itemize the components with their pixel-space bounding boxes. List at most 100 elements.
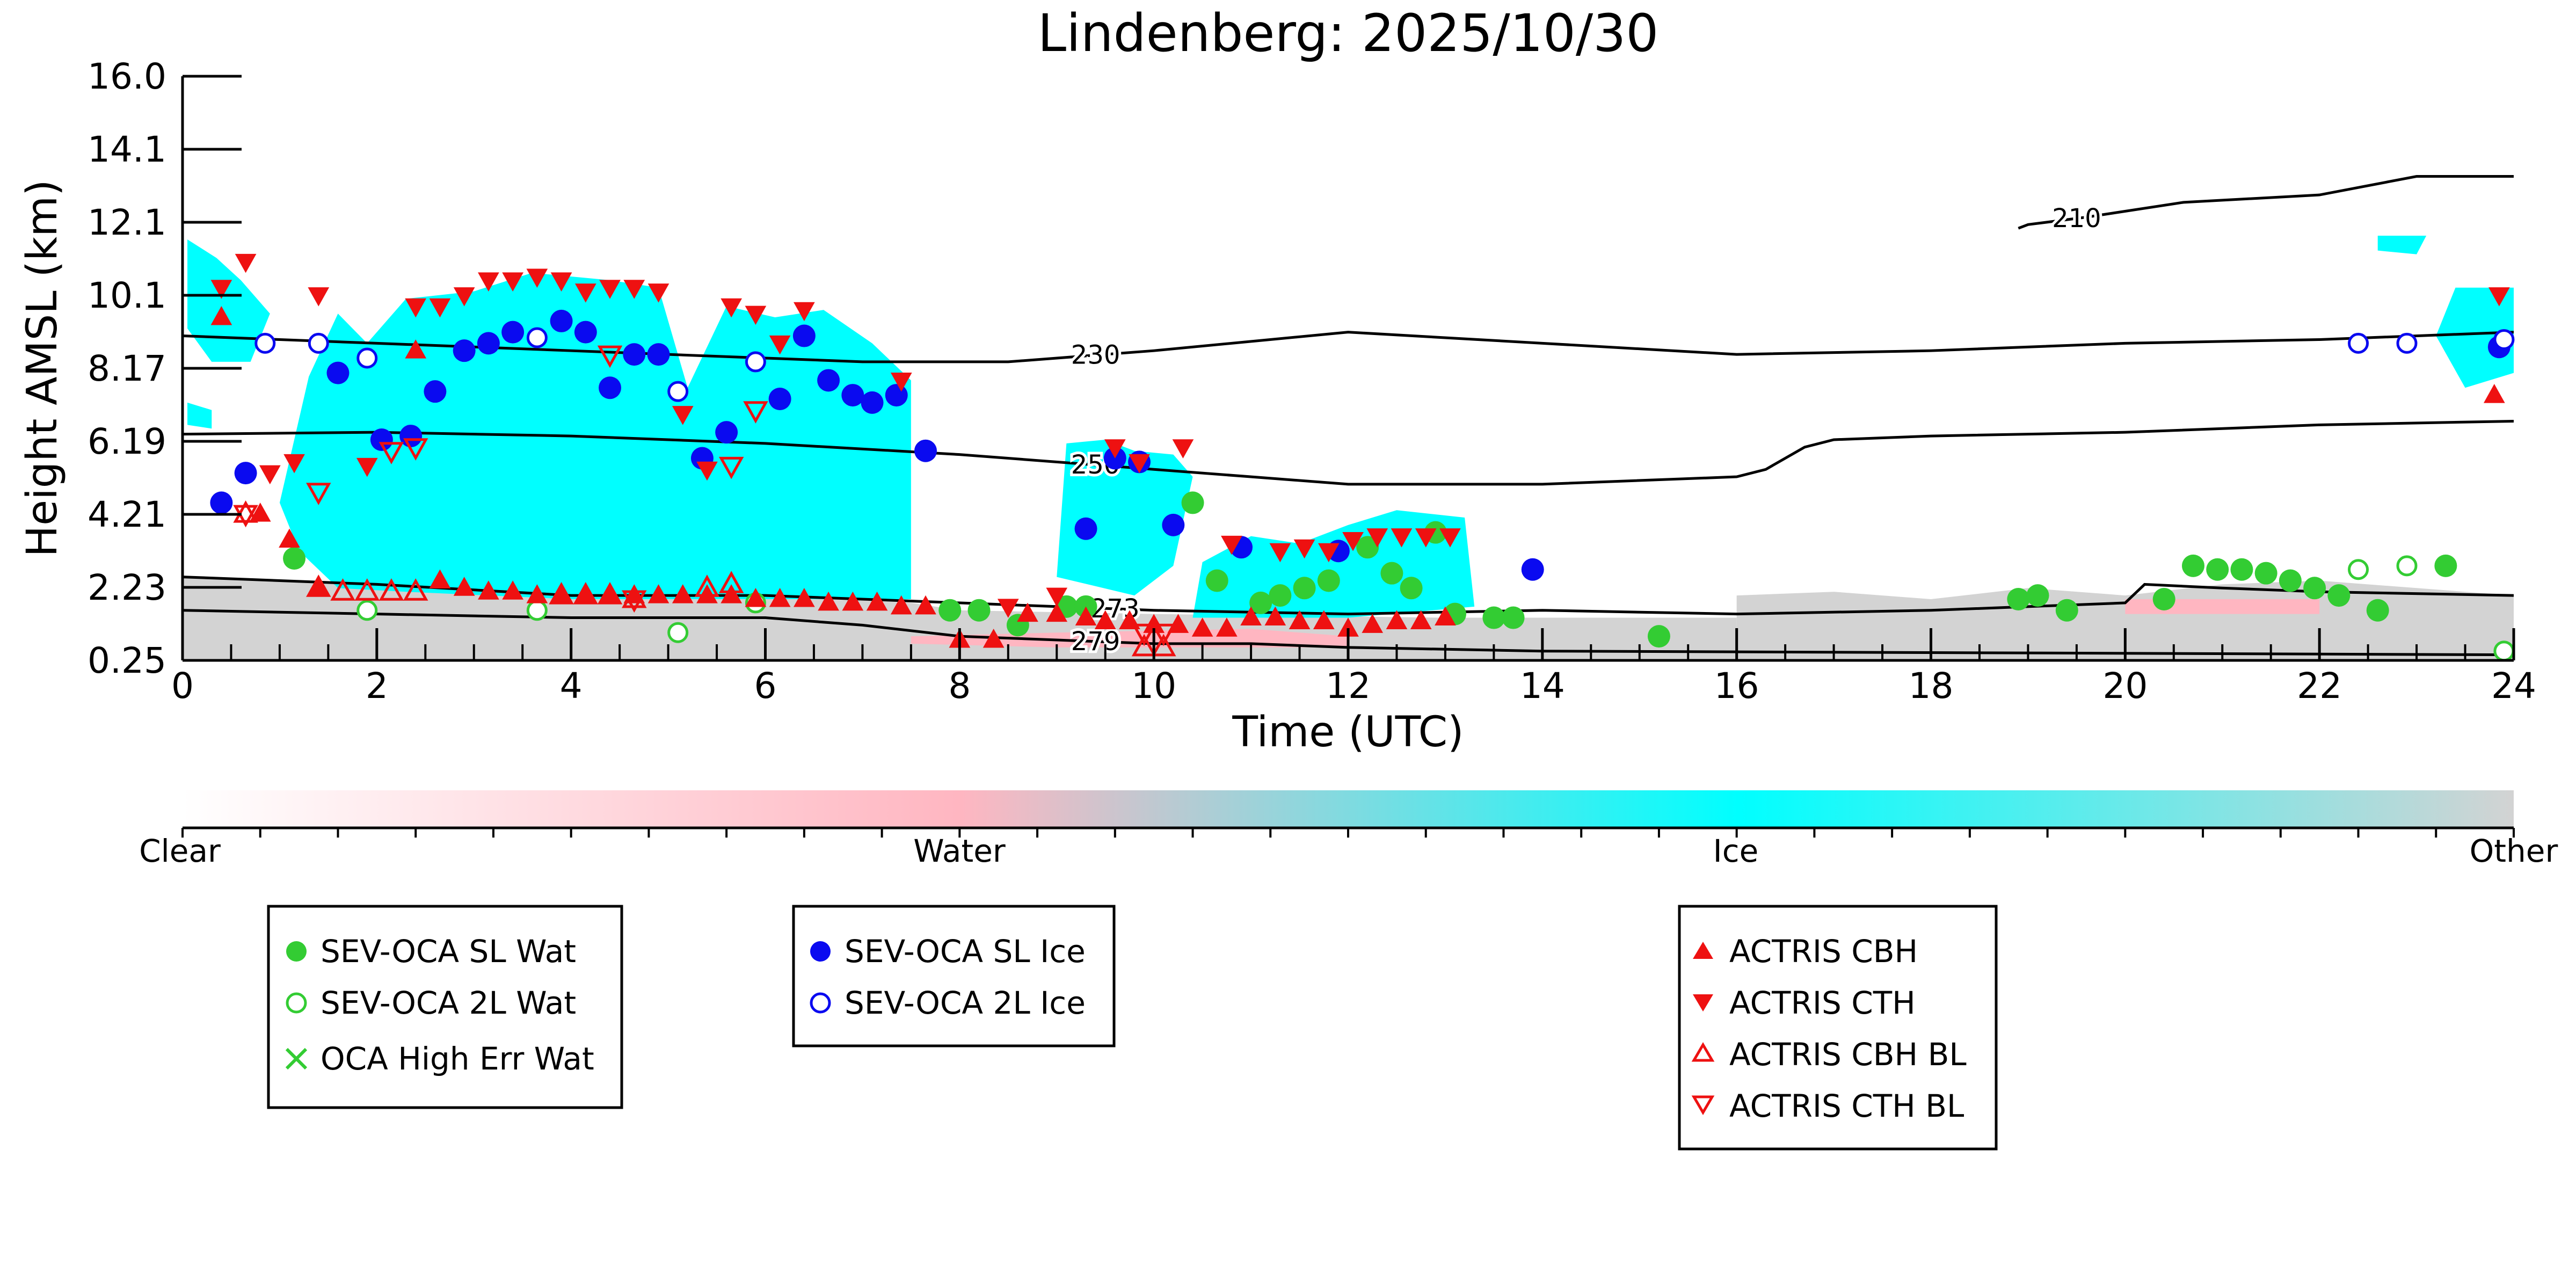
x-axis-label: Time (UTC): [1232, 708, 1464, 756]
y-tick-label: 10.1: [88, 275, 166, 316]
marker-actris-cbh: [1386, 610, 1408, 629]
x-tick-label: 20: [2102, 665, 2148, 707]
axes: 0 2 4 6 8 10 12 14 16 18 20 22 24 0.252.234.216.198.…: [88, 56, 2536, 707]
legend-marker-cbh: [1693, 942, 1713, 959]
marker-actris-cbh: [1094, 610, 1116, 629]
marker-actris-cbh: [210, 305, 232, 325]
colorbar: Clear Water Ice Other: [139, 790, 2558, 869]
x-tick-label: 16: [1714, 665, 1759, 707]
marker-actris-cth: [210, 280, 232, 299]
marker-actris-cth: [1129, 454, 1150, 474]
marker-actris-cth: [429, 298, 451, 318]
marker-sev-oca-sl-wat: [1502, 606, 1525, 629]
legend-label: ACTRIS CBH BL: [1729, 1036, 1967, 1073]
marker-actris-cbh: [405, 339, 427, 359]
marker-actris-cbh: [1362, 614, 1384, 633]
marker-actris-cth: [647, 283, 670, 303]
marker-actris-cbh: [983, 628, 1005, 648]
x-tick-label: 6: [754, 665, 777, 707]
marker-sev-oca-2l-ice: [745, 351, 766, 373]
marker-sev-oca-sl-ice: [599, 376, 622, 399]
marker-actris-cth: [794, 302, 815, 322]
marker-sev-oca-sl-wat: [1269, 584, 1292, 607]
marker-sev-oca-2l-wat: [356, 600, 378, 621]
marker-actris-cbh: [890, 595, 912, 615]
marker-sev-oca-2l-ice: [2396, 332, 2418, 354]
contour-label: 230: [1071, 340, 1120, 370]
marker-actris-cth: [1318, 543, 1340, 563]
marker-sev-oca-sl-ice: [550, 309, 573, 332]
marker-actris-cth-bl: [621, 590, 647, 613]
marker-actris-cbh: [2483, 384, 2505, 403]
marker-actris-cth: [721, 298, 743, 318]
marker-sev-oca-sl-wat: [2434, 554, 2457, 577]
legend-label: SEV-OCA 2L Ice: [845, 985, 1086, 1021]
marker-sev-oca-sl-wat: [967, 599, 991, 622]
marker-sev-oca-sl-wat: [1400, 577, 1423, 600]
marker-sev-oca-sl-wat: [2007, 588, 2030, 611]
marker-actris-cbh-bl: [573, 581, 599, 605]
marker-sev-oca-sl-wat: [938, 599, 962, 622]
marker-actris-cbh: [453, 577, 475, 596]
marker-actris-cth: [1293, 539, 1315, 559]
marker-actris-cbh-bl: [306, 574, 331, 597]
marker-actris-cbh: [279, 528, 300, 548]
y-tick-label: 2.23: [88, 567, 166, 608]
marker-sev-oca-sl-ice: [424, 380, 447, 403]
legend-marker-cth: [1693, 994, 1713, 1012]
marker-sev-oca-2l-wat: [2348, 559, 2369, 580]
marker-actris-cbh: [745, 587, 767, 607]
legend-label: ACTRIS CTH: [1729, 985, 1916, 1021]
marker-actris-cth: [890, 372, 912, 392]
legend-label: ACTRIS CTH BL: [1729, 1088, 1964, 1124]
marker-actris-cth: [1221, 535, 1242, 555]
contour-230: [183, 331, 2514, 363]
marker-actris-cbh: [1435, 606, 1456, 626]
marker-sev-oca-sl-wat: [2206, 558, 2229, 581]
marker-sev-oca-2l-ice: [667, 381, 689, 402]
x-tick-label: 0: [171, 665, 194, 707]
marker-actris-cbh: [1075, 606, 1097, 626]
legend-label: SEV-OCA 2L Wat: [321, 985, 576, 1021]
marker-actris-cbh-bl: [354, 578, 380, 601]
marker-actris-cth: [1415, 528, 1437, 548]
x-tick-label: 14: [1520, 665, 1565, 707]
marker-sev-oca-sl-ice: [453, 339, 476, 362]
marker-sev-oca-sl-wat: [1647, 625, 1670, 648]
marker-actris-cbh: [647, 584, 670, 603]
marker-actris-cbh: [866, 591, 888, 611]
marker-actris-cth: [283, 454, 305, 474]
legend-box: [267, 905, 623, 1109]
y-ticks: 0.25 2.23 4.21 6.19 8.17 10.1 12.1 14.1 16.0: [88, 56, 242, 681]
marker-actris-cth: [769, 335, 791, 355]
marker-actris-cth: [1172, 439, 1194, 459]
colorbar-label-ice: Ice: [1713, 833, 1759, 869]
colorbar-gradient: [183, 790, 2514, 828]
marker-sev-oca-sl-ice: [399, 425, 423, 448]
x-tick-label: 10: [1131, 665, 1176, 707]
y-tick-label: 16.0: [88, 56, 166, 97]
colorbar-ticks: [181, 828, 2515, 838]
marker-actris-cth-bl: [403, 438, 428, 461]
retrieval-markers: [210, 253, 2515, 662]
marker-sev-oca-sl-ice: [370, 428, 393, 451]
x-tick-label: 12: [1326, 665, 1371, 707]
marker-actris-cbh: [1017, 602, 1038, 622]
marker-actris-cth-bl: [743, 401, 768, 424]
legend-marker-high-err-wat: [285, 1047, 308, 1070]
marker-sev-oca-sl-wat: [2152, 588, 2175, 611]
marker-actris-cth: [356, 457, 378, 477]
legend-ice: SEV-OCA SL Ice SEV-OCA 2L Ice: [792, 905, 1116, 1047]
marker-sev-oca-sl-wat: [1317, 569, 1340, 592]
marker-sev-oca-sl-ice: [1521, 558, 1544, 581]
marker-sev-oca-sl-ice: [234, 462, 257, 485]
marker-sev-oca-sl-ice: [792, 324, 816, 347]
legend-label: OCA High Err Wat: [321, 1040, 594, 1077]
marker-actris-cbh: [1264, 606, 1286, 626]
colorbar-label-other: Other: [2470, 833, 2558, 869]
marker-actris-cth: [2488, 287, 2510, 307]
marker-actris-cth: [599, 280, 621, 299]
marker-actris-cbh: [1191, 617, 1213, 637]
phase-ice-area: [1057, 439, 1193, 596]
marker-actris-cth: [235, 253, 257, 273]
